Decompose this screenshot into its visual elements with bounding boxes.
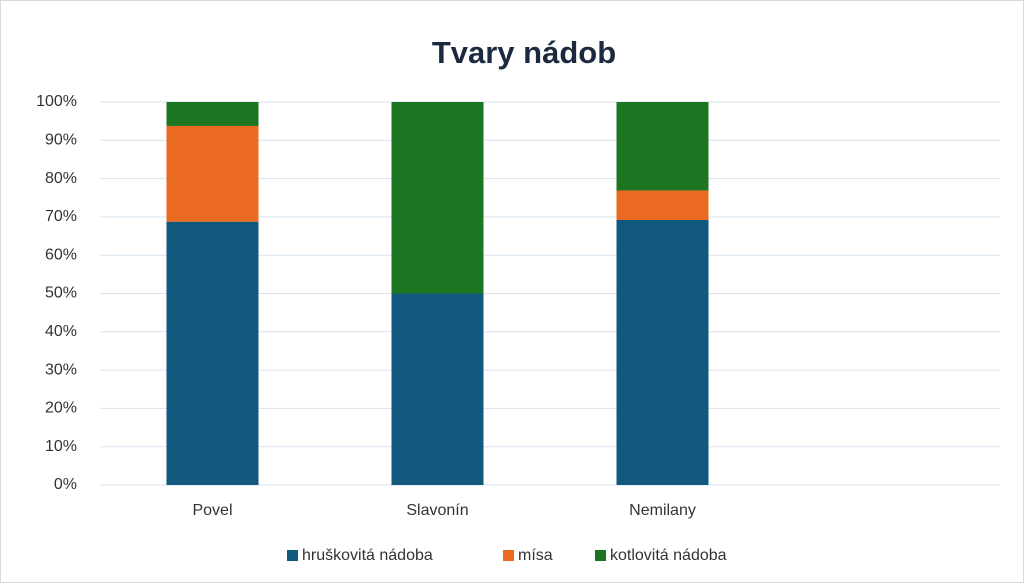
bar-segment: [616, 219, 709, 486]
y-tick-label: 80%: [45, 170, 77, 187]
x-tick-label: Nemilany: [629, 502, 696, 519]
y-tick-label: 0%: [54, 476, 77, 493]
legend-label: kotlovitá nádoba: [610, 547, 727, 564]
legend-label: mísa: [518, 547, 553, 564]
y-tick-label: 30%: [45, 361, 77, 378]
bar-segment: [166, 125, 259, 222]
bar-segment: [616, 190, 709, 220]
y-tick-label: 100%: [36, 93, 77, 110]
y-tick-label: 70%: [45, 208, 77, 225]
bar-segment: [166, 102, 259, 126]
legend-swatch: [287, 550, 298, 561]
bar-segment: [166, 221, 259, 485]
bar-segment: [391, 293, 484, 485]
x-tick-label: Povel: [192, 502, 232, 519]
legend-swatch: [595, 550, 606, 561]
y-tick-label: 40%: [45, 323, 77, 340]
y-tick-label: 20%: [45, 400, 77, 417]
legend-swatch: [503, 550, 514, 561]
x-tick-label: Slavonín: [406, 502, 468, 519]
y-tick-label: 50%: [45, 285, 77, 302]
bar-segment: [391, 102, 484, 294]
chart-title: Tvary nádob: [432, 35, 616, 70]
y-tick-label: 90%: [45, 132, 77, 149]
y-tick-label: 60%: [45, 246, 77, 263]
y-tick-label: 10%: [45, 438, 77, 455]
bar-segment: [616, 102, 709, 191]
legend-label: hruškovitá nádoba: [302, 547, 433, 564]
